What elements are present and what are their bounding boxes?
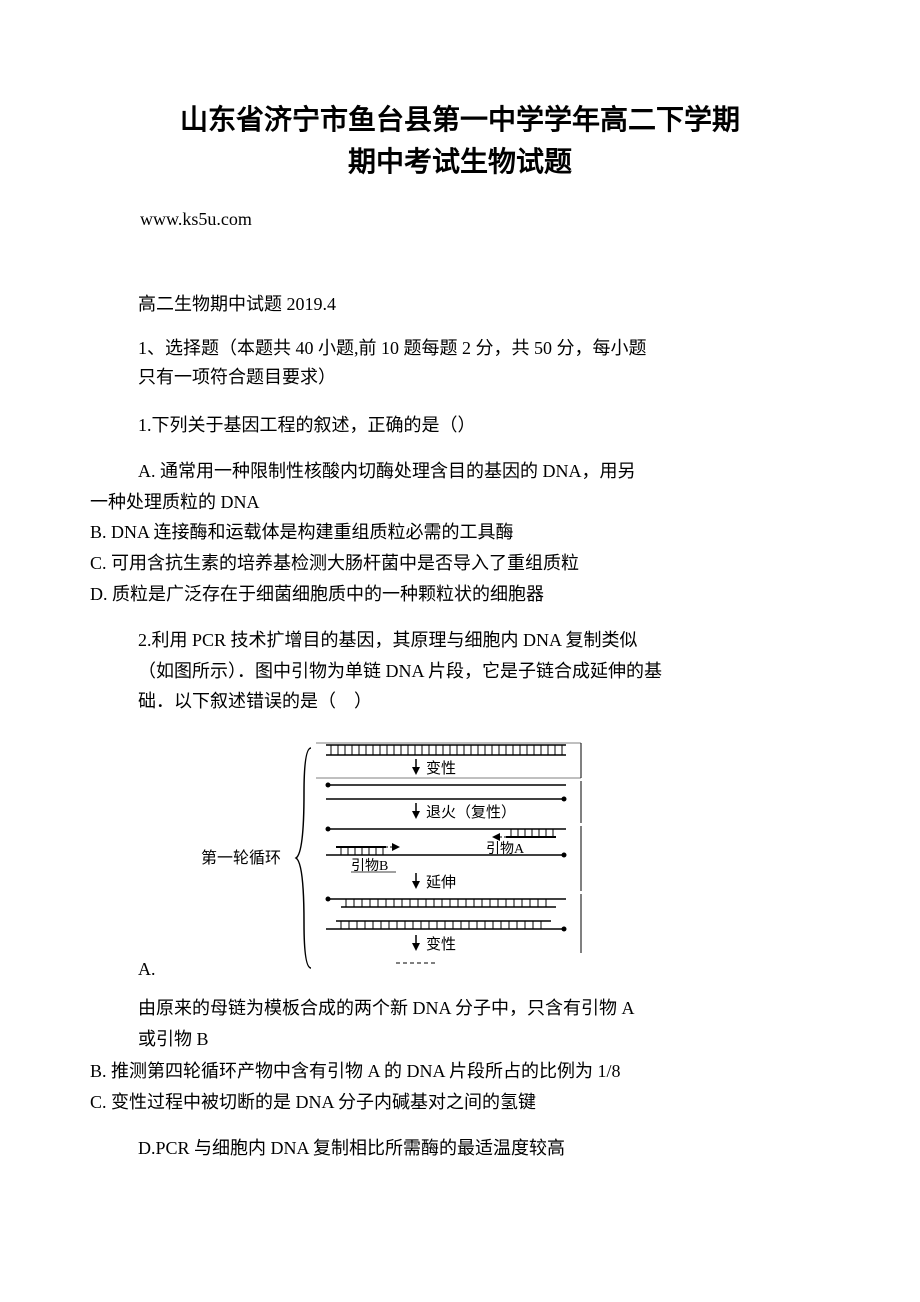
exam-subtitle: 高二生物期中试题 2019.4 [138, 290, 830, 316]
source-url: www.ks5u.com [140, 209, 830, 230]
q2-option-b: B. 推测第四轮循环产物中含有引物 A 的 DNA 片段所占的比例为 1/8 [90, 1056, 830, 1087]
arrow-step3: 延伸 [412, 873, 456, 891]
document-title: 山东省济宁市鱼台县第一中学学年高二下学期期中考试生物试题 [90, 100, 830, 184]
svg-text:引物A: 引物A [486, 841, 525, 857]
arrow-step2: 退火（复性） [412, 803, 516, 821]
q1-option-a-line2: 一种处理质粒的 DNA [90, 487, 830, 518]
q2-option-a-content: 由原来的母链为模板合成的两个新 DNA 分子中，只含有引物 A或引物 B [138, 993, 830, 1054]
q1-option-d: D. 质粒是广泛存在于细菌细胞质中的一种颗粒状的细胞器 [90, 579, 830, 610]
primer-anneal: 引物B 引物A [325, 826, 566, 874]
svg-text:退火（复性）: 退火（复性） [426, 803, 516, 821]
q2-option-d: D.PCR 与细胞内 DNA 复制相比所需酶的最适温度较高 [138, 1133, 830, 1164]
separated-strands [325, 782, 566, 801]
arrow-step4: 变性 [412, 935, 456, 953]
svg-text:延伸: 延伸 [426, 874, 456, 891]
svg-text:变性: 变性 [426, 936, 456, 953]
arrow-step1: 变性 [412, 759, 456, 777]
brace-icon [296, 748, 311, 968]
q2-option-a-label: A. [138, 959, 156, 988]
svg-text:引物B: 引物B [351, 858, 388, 874]
section-header: 1、选择题（本题共 40 小题,前 10 题每题 2 分，共 50 分，每小题只… [138, 334, 830, 392]
q1-option-b: B. DNA 连接酶和运载体是构建重组质粒必需的工具酶 [90, 517, 830, 548]
q1-option-c: C. 可用含抗生素的培养基检测大肠杆菌中是否导入了重组质粒 [90, 548, 830, 579]
pcr-diagram: 第一轮循环 变性 [196, 733, 596, 988]
q2-stem: 2.利用 PCR 技术扩增目的基因，其原理与细胞内 DNA 复制类似（如图所示）… [138, 625, 830, 717]
q2-option-c: C. 变性过程中被切断的是 DNA 分子内碱基对之间的氢键 [90, 1087, 830, 1118]
pcr-diagram-container: A. 第一轮循环 变 [90, 733, 830, 988]
dna-double-strand-top [326, 745, 566, 755]
q1-stem: 1.下列关于基因工程的叙述，正确的是（） [138, 410, 830, 441]
cycle-label-text: 第一轮循环 [201, 849, 281, 867]
svg-text:变性: 变性 [426, 760, 456, 777]
q1-option-a-line1: A. 通常用一种限制性核酸内切酶处理含目的基因的 DNA，用另 [138, 456, 830, 487]
extended-products [325, 896, 566, 931]
